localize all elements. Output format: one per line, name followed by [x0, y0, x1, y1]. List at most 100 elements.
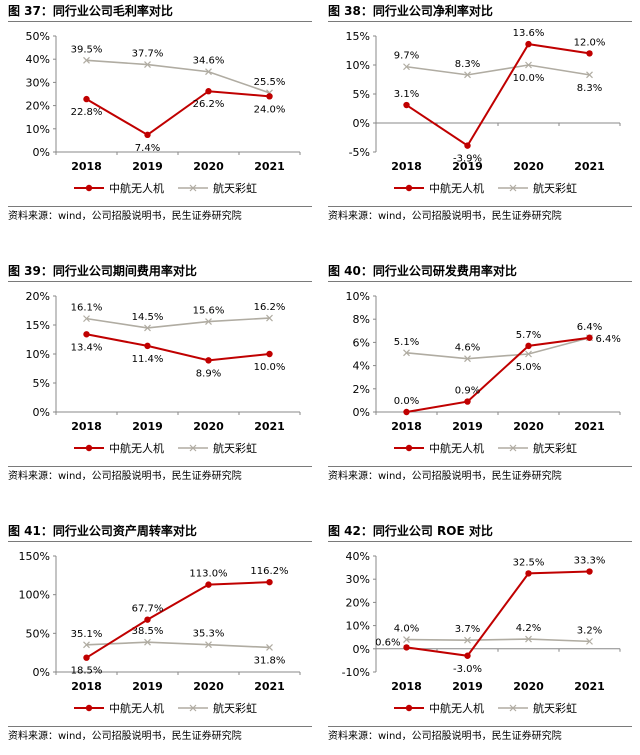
title-divider — [8, 21, 312, 22]
company-series-data-label: 33.3% — [574, 556, 606, 567]
company-series-point — [464, 142, 471, 149]
legend-peer-marker — [509, 184, 517, 192]
company-series-data-label: 32.5% — [513, 557, 545, 568]
x-tick-label: 2018 — [71, 680, 102, 693]
peer-series-data-label: 10.0% — [513, 73, 545, 84]
peer-series-line — [406, 64, 590, 76]
y-tick-label: 0% — [353, 406, 370, 419]
y-tick-label: 10% — [26, 348, 50, 361]
y-tick-label: 15% — [26, 319, 50, 332]
peer-series-data-label: 34.6% — [193, 56, 225, 67]
company-series-data-label: 5.7% — [516, 330, 541, 341]
peer-series-data-label: 4.6% — [455, 343, 480, 354]
chart-panel-roe: 图 42：同行业公司 ROE 对比 -10% 0% 10% 20% 30% 40% 2018… — [328, 523, 632, 755]
x-tick-label: 2019 — [132, 420, 163, 433]
peer-series-line — [86, 317, 270, 329]
legend-peer-marker — [509, 704, 517, 712]
x-tick-label: 2020 — [193, 680, 224, 693]
y-tick-label: 20% — [346, 596, 370, 609]
peer-series-point — [586, 637, 593, 645]
source-divider — [8, 206, 312, 207]
company-series-point — [144, 616, 151, 623]
source-divider — [8, 466, 312, 467]
company-series-line — [85, 581, 270, 659]
company-series-point — [525, 570, 532, 577]
legend-peer-label: 航天彩虹 — [213, 701, 257, 715]
peer-series-point — [464, 636, 471, 644]
company-series-data-label: 24.0% — [254, 104, 286, 115]
peer-series-data-label: 16.2% — [254, 302, 286, 313]
title-divider — [328, 541, 632, 542]
legend-peer-label: 航天彩虹 — [533, 181, 577, 195]
y-tick-label: 100% — [19, 589, 50, 602]
peer-series-data-label: 31.8% — [254, 655, 286, 666]
company-series-data-label: -3.9% — [453, 154, 482, 165]
company-series-data-label: 26.2% — [193, 99, 225, 110]
peer-series-point — [144, 324, 151, 332]
x-tick-label: 2021 — [254, 680, 285, 693]
y-tick-label: 50% — [26, 627, 50, 640]
peer-series-data-label: 5.0% — [516, 362, 541, 373]
y-tick-label: -10% — [342, 666, 370, 679]
legend-peer-marker — [509, 444, 517, 452]
legend-company-marker — [405, 184, 413, 192]
company-series-point — [144, 131, 151, 139]
company-series-data-label: 113.0% — [189, 569, 227, 580]
y-tick-label: 2% — [353, 383, 370, 396]
peer-series-data-label: 4.2% — [516, 623, 541, 634]
y-tick-label: 5% — [33, 377, 50, 390]
peer-series-point — [403, 636, 410, 643]
title-divider — [8, 541, 312, 542]
x-tick-label: 2021 — [254, 160, 285, 173]
company-series-point — [83, 654, 90, 661]
company-series-point — [403, 408, 410, 416]
company-series-point — [525, 342, 532, 350]
peer-series-data-label: 6.4% — [596, 334, 621, 345]
peer-series-line — [86, 641, 270, 649]
chart-title: 图 40：同行业公司研发费用率对比 — [328, 264, 517, 278]
company-series-point — [586, 334, 593, 341]
legend-peer-label: 航天彩虹 — [533, 441, 577, 455]
company-series-data-label: 0.9% — [455, 386, 480, 397]
source-divider — [328, 726, 632, 727]
company-series-data-label: 22.8% — [71, 107, 103, 118]
y-tick-label: 10% — [346, 290, 370, 303]
roe-chart: -10% 0% 10% 20% 30% 40% 2018 2019 2020 2021 4.0% 3.… — [342, 550, 621, 715]
chart-panel-rnd-ratio: 图 40：同行业公司研发费用率对比 0% 2% 4% 6% 8% 10% 2018 2019 2… — [328, 263, 632, 495]
y-tick-label: 20% — [26, 290, 50, 303]
x-tick-label: 2018 — [391, 680, 422, 693]
company-series-data-label: 0.0% — [394, 396, 419, 407]
y-tick-label: 10% — [346, 620, 370, 633]
legend-peer-marker — [189, 184, 197, 192]
peer-series-data-label: 38.5% — [132, 626, 164, 637]
peer-series-data-label: 14.5% — [132, 312, 164, 323]
y-tick-label: 40% — [26, 53, 50, 66]
company-series-point — [586, 50, 593, 57]
x-tick-label: 2019 — [132, 680, 163, 693]
company-series-point — [464, 652, 471, 659]
peer-series-point — [525, 61, 532, 69]
peer-series-data-label: 37.7% — [132, 49, 164, 60]
peer-series-point — [205, 318, 212, 325]
y-tick-label: 15% — [346, 30, 370, 43]
source-divider — [8, 726, 312, 727]
company-series-data-label: 0.6% — [375, 637, 400, 648]
company-series-point — [205, 357, 212, 364]
peer-series-point — [403, 63, 410, 71]
y-tick-label: 5% — [353, 88, 370, 101]
company-series-line — [85, 90, 270, 137]
chart-panel-gross-margin: 图 37：同行业公司毛利率对比 0% 10% 20% 30% 40% 50% 2018 201… — [8, 3, 312, 235]
x-tick-label: 2020 — [513, 680, 544, 693]
company-series-data-label: -3.0% — [453, 664, 482, 675]
x-tick-label: 2019 — [452, 420, 483, 433]
peer-series-point — [464, 355, 471, 363]
peer-series-line — [86, 59, 270, 94]
chart-panel-net-margin: 图 38：同行业公司净利率对比 -5% 0% 5% 10% 15% 2018 2019 202… — [328, 3, 632, 235]
peer-series-point — [586, 71, 593, 79]
company-series-data-label: 12.0% — [574, 37, 606, 48]
title-divider — [8, 281, 312, 282]
y-tick-label: 6% — [353, 336, 370, 349]
peer-series-line — [406, 638, 590, 643]
chart-title: 图 38：同行业公司净利率对比 — [328, 4, 493, 18]
company-series-point — [266, 93, 273, 100]
